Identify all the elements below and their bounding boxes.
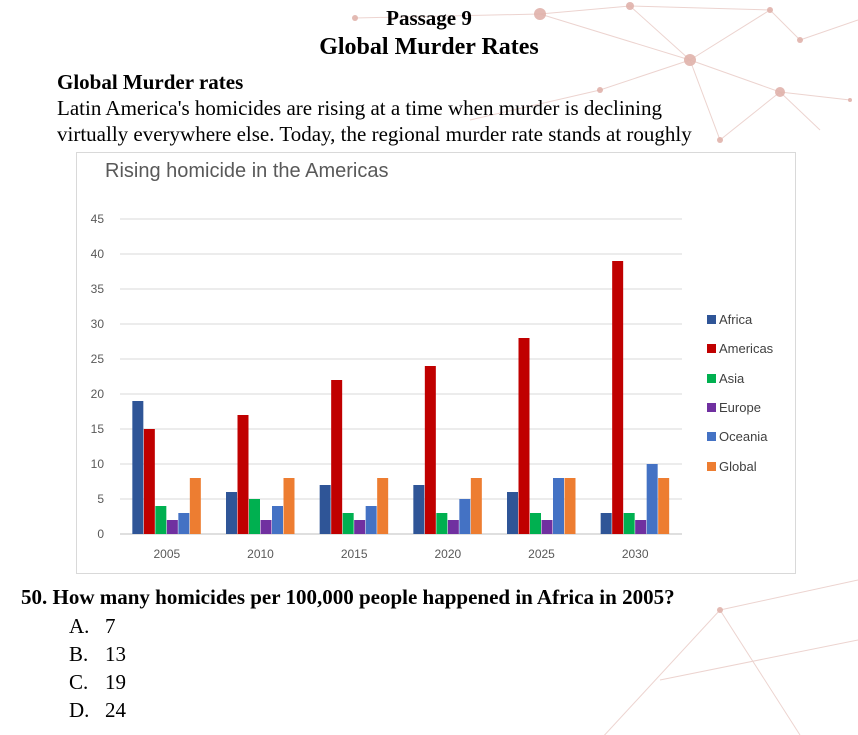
bar-oceania-2030 [646, 464, 658, 534]
bar-americas-2015 [331, 380, 343, 534]
legend-swatch-icon [707, 344, 716, 354]
passage-title: Global Murder Rates [319, 34, 539, 60]
y-tick-label: 35 [91, 282, 105, 296]
x-tick-label: 2025 [528, 547, 555, 561]
option-value: 13 [105, 642, 126, 666]
legend-label: Global [719, 458, 757, 474]
option-letter: C. [69, 670, 89, 694]
bar-europe-2020 [447, 520, 459, 534]
bar-global-2025 [564, 478, 576, 534]
bar-africa-2010 [226, 492, 237, 534]
answer-option-d[interactable]: D. 24 [69, 696, 126, 724]
option-value: 19 [105, 670, 126, 694]
option-letter: B. [69, 642, 89, 666]
bar-global-2005 [189, 478, 201, 534]
bar-europe-2025 [541, 520, 553, 534]
legend-swatch-icon [707, 373, 716, 383]
y-tick-label: 0 [97, 527, 104, 541]
bar-global-2015 [377, 478, 389, 534]
bar-americas-2025 [518, 338, 530, 534]
bar-europe-2005 [166, 520, 178, 534]
legend-swatch-icon [707, 403, 716, 413]
legend-swatch-icon [707, 461, 716, 471]
section-heading: Global Murder rates [57, 70, 244, 94]
y-tick-label: 15 [91, 422, 105, 436]
y-tick-label: 40 [91, 247, 105, 261]
legend-item-global: Global [707, 451, 773, 480]
y-tick-label: 30 [91, 317, 105, 331]
passage-text-line-2: virtually everywhere else. Today, the re… [57, 122, 692, 146]
bar-africa-2015 [319, 485, 331, 534]
y-tick-label: 5 [97, 492, 104, 506]
bar-oceania-2025 [553, 478, 564, 534]
y-tick-label: 25 [91, 352, 105, 366]
legend-label: Asia [719, 370, 745, 386]
legend-item-africa: Africa [707, 305, 773, 334]
bar-europe-2010 [260, 520, 272, 534]
bar-africa-2005 [132, 401, 144, 534]
bar-europe-2030 [635, 520, 647, 534]
bar-americas-2030 [612, 261, 624, 534]
x-tick-label: 2030 [622, 547, 649, 561]
legend-swatch-icon [707, 315, 716, 325]
bar-oceania-2020 [459, 499, 471, 534]
bar-global-2030 [658, 478, 670, 534]
bar-asia-2025 [530, 513, 541, 534]
bar-africa-2025 [507, 492, 518, 534]
legend-item-asia: Asia [707, 364, 773, 393]
bar-americas-2010 [237, 415, 249, 534]
legend-item-oceania: Oceania [707, 422, 773, 451]
option-value: 24 [105, 698, 126, 722]
option-letter: A. [69, 614, 90, 638]
chart-title: Rising homicide in the Americas [105, 160, 389, 182]
x-tick-label: 2010 [247, 547, 274, 561]
passage-text-line-1: Latin America's homicides are rising at … [57, 96, 663, 120]
x-tick-label: 2020 [434, 547, 461, 561]
y-tick-label: 45 [91, 212, 105, 226]
legend-item-americas: Americas [707, 334, 773, 363]
bar-oceania-2005 [178, 513, 190, 534]
chart-legend: Africa Americas Asia Europe Oceania Glob… [707, 305, 773, 481]
option-letter: D. [69, 698, 90, 722]
answer-option-b[interactable]: B. 13 [69, 640, 126, 668]
x-tick-label: 2005 [153, 547, 180, 561]
bar-africa-2030 [600, 513, 612, 534]
legend-label: Africa [719, 312, 753, 328]
bar-africa-2020 [413, 485, 425, 534]
answer-option-a[interactable]: A. 7 [69, 612, 126, 640]
bar-europe-2015 [354, 520, 366, 534]
y-tick-label: 20 [91, 387, 105, 401]
bar-asia-2005 [155, 506, 167, 534]
answer-option-c[interactable]: C. 19 [69, 668, 126, 696]
passage-label: Passage 9 [386, 6, 472, 30]
x-tick-label: 2015 [341, 547, 368, 561]
legend-item-europe: Europe [707, 393, 773, 422]
legend-label: Europe [719, 400, 761, 416]
y-tick-label: 10 [91, 457, 105, 471]
bar-americas-2020 [424, 366, 436, 534]
bar-americas-2005 [143, 429, 155, 534]
bar-asia-2010 [249, 499, 260, 534]
bar-global-2020 [470, 478, 482, 534]
bar-oceania-2010 [272, 506, 283, 534]
answer-options: A. 7 B. 13 C. 19 D. 24 [69, 612, 126, 724]
legend-swatch-icon [707, 432, 716, 442]
legend-label: Oceania [719, 429, 768, 445]
option-value: 7 [105, 614, 116, 638]
bar-asia-2030 [623, 513, 635, 534]
bar-oceania-2015 [365, 506, 377, 534]
legend-label: Americas [719, 341, 774, 357]
bar-asia-2015 [342, 513, 354, 534]
question-text: 50. How many homicides per 100,000 peopl… [21, 585, 675, 609]
bar-asia-2020 [436, 513, 448, 534]
bar-global-2010 [283, 478, 295, 534]
